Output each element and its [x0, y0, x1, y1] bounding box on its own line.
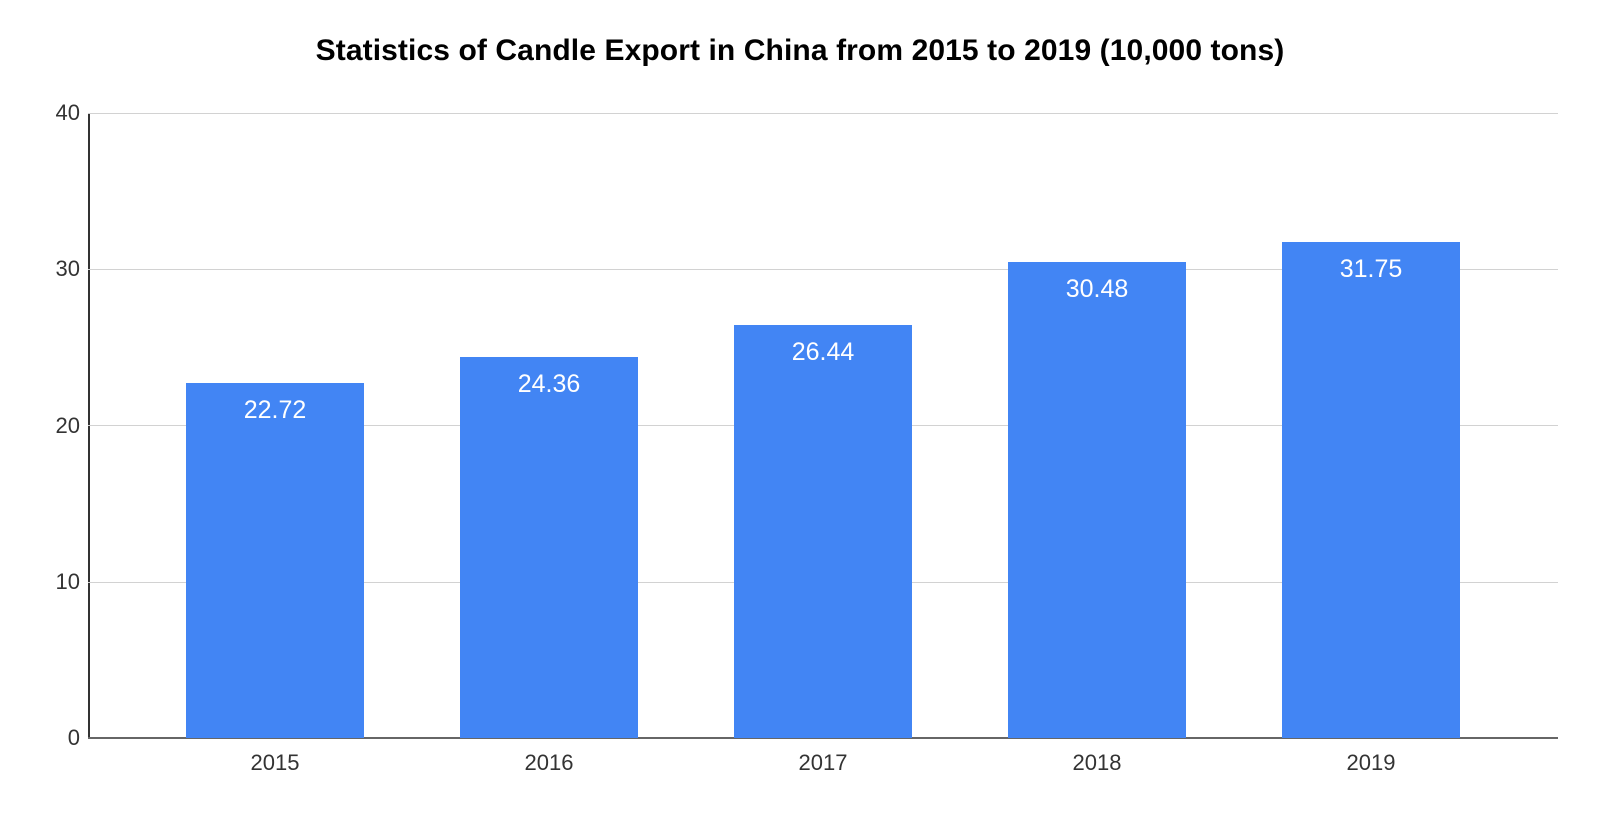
- x-axis-tick-labels: 2015 2016 2017 2018 2019: [88, 748, 1558, 788]
- x-tick-label-2017: 2017: [798, 750, 848, 775]
- plot-area: 22.72 24.36 26.44 30.48 31.75: [88, 113, 1558, 738]
- x-axis-line: [88, 737, 1558, 739]
- x-tick-label-2015: 2015: [250, 750, 300, 775]
- bar-value-label-2017: 26.44: [791, 338, 855, 366]
- bar-value-label-2019: 31.75: [1339, 255, 1403, 283]
- y-tick-label-10: 10: [55, 569, 80, 594]
- y-axis-tick-labels: 40 30 20 10 0: [0, 0, 80, 830]
- bar-value-label-2016: 24.36: [517, 370, 581, 398]
- bar-value-label-2015: 22.72: [243, 396, 307, 424]
- y-tick-label-40: 40: [55, 100, 80, 125]
- y-tick-label-30: 30: [55, 256, 80, 281]
- bar-2018[interactable]: 30.48: [1008, 262, 1186, 738]
- x-tick-label-2016: 2016: [524, 750, 574, 775]
- y-tick-label-20: 20: [55, 413, 80, 438]
- bar-2015[interactable]: 22.72: [186, 383, 364, 738]
- x-tick-label-2019: 2019: [1346, 750, 1396, 775]
- bar-2019[interactable]: 31.75: [1282, 242, 1460, 738]
- gridline-30: [88, 269, 1558, 270]
- bar-2016[interactable]: 24.36: [460, 357, 638, 738]
- bar-value-label-2018: 30.48: [1065, 275, 1129, 303]
- y-tick-label-0: 0: [67, 725, 80, 750]
- chart-title: Statistics of Candle Export in China fro…: [315, 34, 1285, 67]
- y-axis-line: [88, 113, 90, 739]
- gridline-40: [88, 113, 1558, 114]
- bar-2017[interactable]: 26.44: [734, 325, 912, 738]
- x-tick-label-2018: 2018: [1072, 750, 1122, 775]
